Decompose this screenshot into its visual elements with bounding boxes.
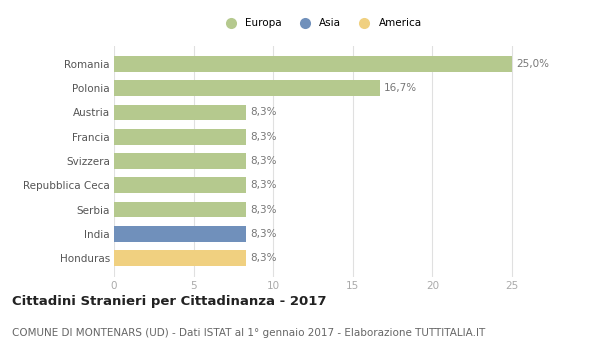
- Text: 8,3%: 8,3%: [250, 180, 277, 190]
- Bar: [114, 129, 246, 145]
- Text: 8,3%: 8,3%: [250, 204, 277, 215]
- Text: 8,3%: 8,3%: [250, 229, 277, 239]
- Text: 25,0%: 25,0%: [516, 59, 549, 69]
- Bar: [114, 56, 512, 72]
- Text: 16,7%: 16,7%: [384, 83, 417, 93]
- Text: COMUNE DI MONTENARS (UD) - Dati ISTAT al 1° gennaio 2017 - Elaborazione TUTTITAL: COMUNE DI MONTENARS (UD) - Dati ISTAT al…: [12, 328, 485, 338]
- Bar: [114, 80, 380, 96]
- Bar: [114, 226, 246, 242]
- Legend: Europa, Asia, America: Europa, Asia, America: [220, 18, 422, 28]
- Bar: [114, 202, 246, 217]
- Text: 8,3%: 8,3%: [250, 107, 277, 118]
- Bar: [114, 177, 246, 193]
- Bar: [114, 250, 246, 266]
- Text: 8,3%: 8,3%: [250, 253, 277, 263]
- Text: 8,3%: 8,3%: [250, 132, 277, 142]
- Bar: [114, 105, 246, 120]
- Bar: [114, 153, 246, 169]
- Text: Cittadini Stranieri per Cittadinanza - 2017: Cittadini Stranieri per Cittadinanza - 2…: [12, 294, 326, 308]
- Text: 8,3%: 8,3%: [250, 156, 277, 166]
